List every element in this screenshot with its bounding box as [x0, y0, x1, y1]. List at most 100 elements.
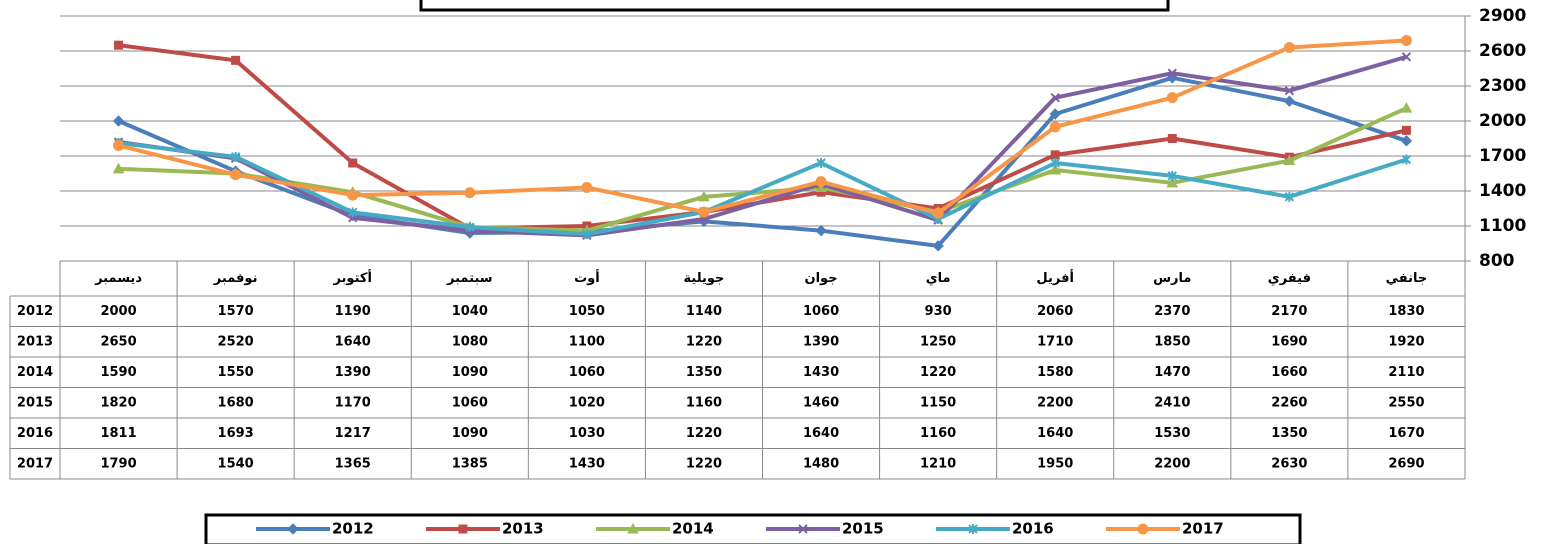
table-value: 1385	[452, 456, 488, 471]
marker	[1283, 95, 1296, 107]
y-tick-label: 2600	[1479, 41, 1526, 61]
y-tick-label: 2000	[1479, 111, 1526, 131]
marker	[1400, 102, 1413, 113]
row-label: 2013	[17, 334, 53, 349]
marker	[348, 158, 358, 168]
marker	[114, 40, 124, 50]
marker	[698, 206, 710, 218]
row-label: 2014	[17, 365, 53, 380]
table-value: 1570	[218, 304, 254, 319]
marker	[1167, 170, 1177, 181]
legend-label: 2012	[332, 520, 374, 538]
table-value: 1250	[920, 334, 956, 349]
table-value: 1640	[335, 334, 371, 349]
marker	[1049, 121, 1061, 133]
legend-marker	[627, 522, 639, 534]
table-value: 1680	[218, 395, 254, 410]
table-value: 1050	[569, 304, 605, 319]
table-value: 1640	[803, 426, 839, 441]
table-value: 1090	[452, 426, 488, 441]
table-value: 1060	[803, 304, 839, 319]
category-label: ديسمبر	[94, 271, 142, 286]
category-label: مارس	[1153, 271, 1191, 286]
category-label: أفريل	[1036, 269, 1074, 286]
table-value: 2170	[1271, 304, 1307, 319]
table-value: 1217	[335, 426, 371, 441]
marker	[816, 158, 826, 168]
table-value: 2060	[1037, 304, 1073, 319]
marker	[231, 55, 241, 65]
table-value: 1140	[686, 304, 722, 319]
y-tick-label: 1400	[1479, 181, 1526, 201]
table-value: 2630	[1271, 456, 1307, 471]
table-value: 1660	[1271, 365, 1307, 380]
marker	[465, 222, 475, 233]
table-value: 1210	[920, 456, 956, 471]
category-label: فيفري	[1268, 271, 1311, 286]
marker	[464, 187, 476, 199]
marker	[1284, 191, 1295, 202]
table-value: 1220	[686, 426, 722, 441]
table-value: 1790	[100, 456, 136, 471]
table-value: 1430	[569, 456, 605, 471]
table-value: 2200	[1154, 456, 1190, 471]
table-value: 1220	[686, 334, 722, 349]
marker	[1401, 125, 1411, 135]
category-label: أوت	[574, 269, 600, 286]
marker	[1050, 158, 1060, 168]
table-value: 1040	[452, 304, 488, 319]
legend-marker	[968, 524, 978, 534]
category-label: جويلية	[684, 271, 725, 286]
table-value: 1830	[1388, 304, 1424, 319]
table-value: 1350	[686, 365, 722, 380]
marker	[1050, 92, 1060, 103]
marker	[815, 224, 827, 237]
table-value: 1170	[335, 395, 371, 410]
table-value: 1430	[803, 365, 839, 380]
table-value: 1350	[1271, 426, 1307, 441]
marker	[112, 115, 125, 127]
table-value: 1470	[1154, 365, 1190, 380]
marker	[815, 176, 827, 188]
legend-label: 2013	[502, 520, 544, 538]
table-value: 1390	[803, 334, 839, 349]
table-value: 1820	[100, 395, 136, 410]
marker	[1400, 135, 1413, 147]
table-value: 1693	[218, 426, 254, 441]
marker	[1401, 154, 1412, 165]
legend-label: 2014	[672, 520, 714, 538]
marker	[932, 240, 944, 252]
category-label: نوفمبر	[213, 271, 258, 286]
table-value: 1030	[569, 426, 605, 441]
table-value: 1480	[803, 456, 839, 471]
series-line	[118, 141, 1408, 237]
marker	[932, 207, 944, 219]
table-value: 930	[925, 304, 952, 319]
category-label: ماي	[926, 271, 951, 286]
table-value: 1920	[1388, 334, 1424, 349]
table-value: 1811	[100, 426, 136, 441]
table-value: 1550	[218, 365, 254, 380]
row-label: 2012	[17, 304, 53, 319]
marker	[1049, 108, 1061, 120]
category-label: سبتمبر	[446, 271, 493, 286]
marker	[1166, 92, 1178, 104]
table-value: 1080	[452, 334, 488, 349]
row-label: 2016	[17, 426, 53, 441]
table-value: 2110	[1388, 365, 1424, 380]
marker	[348, 207, 358, 218]
table-value: 2370	[1154, 304, 1190, 319]
category-label: جوان	[805, 271, 838, 286]
marker	[698, 190, 710, 202]
marker	[230, 169, 242, 181]
row-label: 2017	[17, 456, 53, 471]
table-value: 1190	[335, 304, 371, 319]
table-value: 1460	[803, 395, 839, 410]
marker	[1167, 134, 1177, 143]
legend-label: 2015	[842, 520, 884, 538]
marker	[581, 182, 593, 193]
table-value: 1090	[452, 365, 488, 380]
legend-box	[204, 513, 1302, 544]
legend-label: 2017	[1182, 520, 1224, 538]
